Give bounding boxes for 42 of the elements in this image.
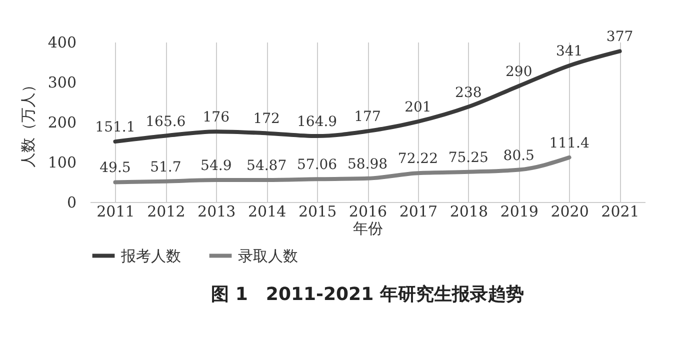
x-tick-label: 2014	[248, 202, 286, 220]
data-label: 72.22	[398, 151, 438, 168]
x-tick-label: 2012	[147, 202, 186, 220]
data-label: 290	[505, 64, 532, 80]
y-tick-label: 300	[48, 74, 76, 92]
x-tick-label: 2015	[298, 202, 337, 220]
x-tick-label: 2021	[601, 202, 640, 220]
y-tick-label: 100	[48, 154, 76, 172]
data-label: 58.98	[347, 156, 388, 172]
data-label: 49.5	[100, 160, 131, 176]
data-label: 51.7	[150, 159, 182, 176]
legend-label: 录取人数	[238, 246, 298, 265]
data-label: 151.1	[95, 120, 136, 136]
y-tick-label: 200	[48, 114, 76, 132]
data-label: 341	[556, 44, 583, 60]
x-tick-label: 2017	[399, 202, 438, 220]
data-label: 80.5	[503, 148, 534, 164]
x-tick-label: 2019	[500, 202, 538, 220]
x-axis-title: 年份	[353, 220, 383, 238]
data-label: 54.87	[246, 158, 287, 174]
x-tick-label: 2016	[348, 202, 388, 220]
x-tick-label: 2018	[450, 202, 488, 220]
data-label: 75.25	[448, 150, 488, 166]
data-label: 57.06	[297, 157, 338, 174]
y-tick-label: 400	[48, 34, 76, 52]
data-label: 165.6	[146, 114, 186, 130]
y-tick-label: 0	[66, 194, 76, 212]
legend-label: 报考人数	[120, 246, 181, 265]
data-label: 164.9	[297, 114, 338, 130]
data-label: 111.4	[549, 135, 590, 152]
data-label: 201	[404, 100, 432, 116]
x-tick-label: 2020	[550, 202, 589, 220]
data-label: 377	[606, 29, 634, 46]
x-tick-label: 2011	[96, 202, 135, 220]
data-label: 177	[354, 109, 381, 126]
data-label: 54.9	[200, 158, 232, 174]
text: 图 1 2011-2021 年研究生报录趋势	[211, 284, 524, 305]
data-label: 172	[253, 111, 280, 128]
data-label: 176	[202, 110, 230, 126]
y-axis-title: 人数（万人）	[18, 78, 37, 168]
x-tick-label: 2013	[198, 202, 236, 220]
data-label: 238	[455, 84, 482, 101]
